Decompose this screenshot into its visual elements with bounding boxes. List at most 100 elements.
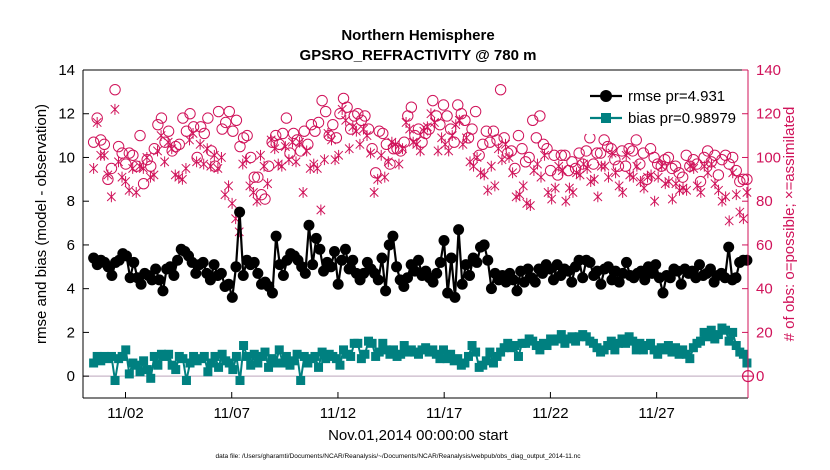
obs-possible-marker [184, 108, 196, 120]
obs-possible-marker [534, 110, 546, 122]
obs-assimilated-marker [223, 180, 234, 192]
obs-possible-marker [252, 171, 264, 183]
rmse-point [299, 267, 311, 279]
obs-possible-marker [662, 151, 675, 164]
obs-possible-marker [555, 149, 567, 161]
y-right-tick-label: 120 [756, 106, 781, 123]
bias-point [606, 336, 616, 346]
obs-assimilated-marker [138, 162, 148, 174]
obs-assimilated-marker [181, 162, 191, 174]
bias-point [389, 345, 399, 355]
obs-possible-marker [152, 118, 164, 131]
obs-possible-marker [427, 94, 439, 107]
obs-possible-marker [648, 151, 660, 164]
obs-possible-marker [519, 156, 532, 168]
obs-assimilated-marker [270, 143, 280, 155]
obs-assimilated-marker [280, 141, 290, 152]
obs-assimilated-marker [508, 167, 518, 179]
obs-assimilated-marker [582, 162, 592, 174]
obs-assimilated-marker [724, 215, 734, 227]
bias-point [374, 347, 384, 357]
obs-assimilated-marker [312, 162, 322, 174]
y-left-tick-label: 8 [67, 193, 75, 210]
bias-point [264, 362, 274, 372]
obs-assimilated-marker [472, 152, 482, 163]
obs-possible-marker [319, 105, 332, 118]
obs-possible-marker [598, 134, 610, 146]
obs-assimilated-marker [419, 125, 429, 137]
bias-point [281, 351, 291, 361]
y-left-tick-label: 4 [67, 281, 75, 298]
obs-assimilated-marker [373, 173, 383, 185]
obs-possible-marker [669, 160, 682, 172]
obs-assimilated-marker [128, 162, 138, 174]
obs-possible-marker [523, 151, 535, 164]
obs-possible-marker [355, 114, 368, 126]
bias-point [181, 376, 191, 386]
obs-assimilated-marker [490, 180, 500, 192]
y-axis-right-label: # of obs: o=possible; ×=assimilated [781, 107, 798, 342]
obs-assimilated-marker [628, 171, 638, 183]
obs-possible-marker [352, 108, 364, 120]
obs-assimilated-marker [295, 136, 305, 148]
obs-possible-marker [494, 83, 507, 96]
obs-assimilated-marker [362, 130, 372, 142]
rmse-point [168, 270, 180, 282]
obs-assimilated-marker [429, 117, 440, 128]
chart-title-line2: GPSRO_REFRACTIVITY @ 780 m [300, 47, 537, 64]
obs-possible-marker [248, 171, 260, 183]
obs-possible-marker [137, 178, 150, 190]
obs-assimilated-marker [259, 160, 269, 172]
obs-assimilated-marker [611, 167, 621, 179]
rmse-point [230, 261, 242, 273]
obs-assimilated-marker [121, 176, 131, 187]
bias-point [217, 349, 227, 359]
rmse-point [339, 243, 351, 255]
rmse-point [172, 254, 184, 266]
rmse-point [223, 278, 235, 290]
obs-assimilated-marker [451, 119, 461, 131]
obs-assimilated-marker [348, 121, 358, 133]
bias-point [721, 325, 731, 335]
bias-point [117, 351, 127, 361]
rmse-point [471, 256, 483, 268]
obs-possible-marker [609, 153, 621, 166]
obs-possible-marker [473, 149, 485, 161]
obs-assimilated-marker [561, 195, 571, 207]
rmse-point [723, 241, 735, 253]
rmse-point [449, 291, 461, 303]
bias-point [228, 365, 238, 375]
rmse-point [693, 259, 705, 271]
rmse-point [332, 278, 344, 290]
rmse-point [310, 232, 322, 244]
obs-assimilated-marker [92, 117, 102, 128]
x-axis-label: Nov.01,2014 00:00:00 start [328, 427, 509, 444]
obs-possible-marker [509, 162, 521, 175]
obs-possible-marker [187, 121, 200, 133]
obs-assimilated-marker [504, 152, 514, 163]
legend-box [586, 84, 738, 134]
bias-point [542, 341, 552, 351]
obs-assimilated-marker [263, 178, 273, 190]
bias-point [360, 349, 370, 359]
obs-possible-marker [541, 143, 553, 155]
obs-assimilated-marker [149, 169, 159, 181]
rmse-point [398, 280, 410, 292]
obs-assimilated-marker [422, 121, 432, 133]
rmse-point [613, 276, 625, 288]
obs-possible-marker [134, 129, 146, 142]
obs-possible-marker [676, 171, 689, 183]
obs-possible-marker [220, 116, 232, 129]
chart-title-line1: Northern Hemisphere [341, 27, 494, 44]
rmse-point [380, 285, 392, 297]
obs-possible-marker [95, 134, 107, 146]
rmse-point [208, 259, 220, 271]
obs-assimilated-marker [369, 186, 379, 198]
obs-assimilated-marker [152, 145, 163, 157]
obs-possible-marker [559, 149, 571, 161]
rmse-point [460, 259, 472, 271]
bias-point [299, 351, 309, 361]
y-right-tick-label: 100 [756, 149, 781, 166]
rmse-point [595, 278, 607, 290]
